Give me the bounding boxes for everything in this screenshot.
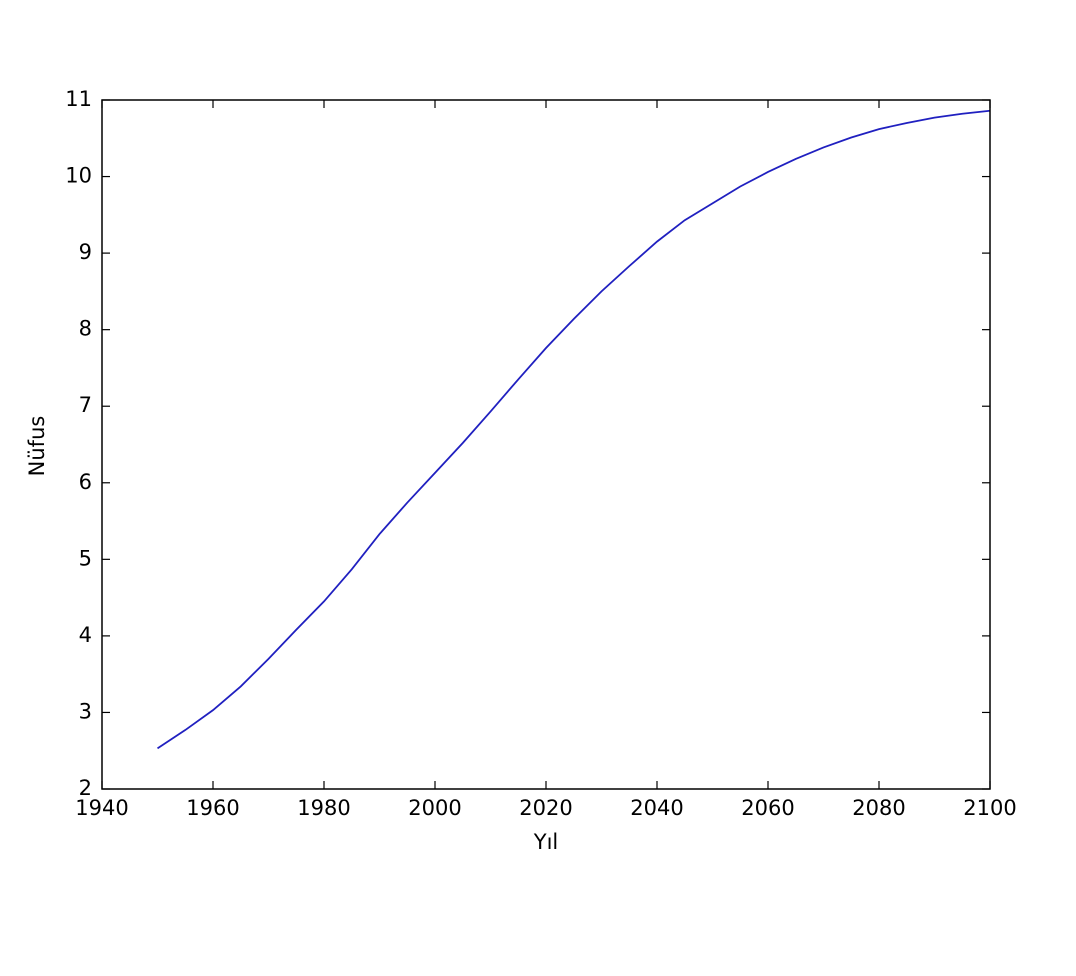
- y-tick-label: 7: [79, 393, 92, 417]
- x-tick-label: 2000: [408, 796, 461, 820]
- y-tick-label: 5: [79, 546, 92, 570]
- y-tick-label: 2: [79, 776, 92, 800]
- y-tick-label: 3: [79, 699, 92, 723]
- y-tick-label: 11: [65, 87, 92, 111]
- x-tick-label: 1980: [297, 796, 350, 820]
- y-tick-label: 8: [79, 317, 92, 341]
- x-tick-label: 1960: [186, 796, 239, 820]
- x-tick-label: 2020: [519, 796, 572, 820]
- x-tick-label: 2060: [741, 796, 794, 820]
- plot-frame: [101, 99, 991, 790]
- y-tick-label: 4: [79, 623, 92, 647]
- x-tick-label: 2100: [963, 796, 1016, 820]
- y-axis-label: Nüfus: [25, 416, 49, 477]
- y-tick-label: 6: [79, 470, 92, 494]
- x-tick-label: 2080: [852, 796, 905, 820]
- x-axis-label: Yıl: [533, 830, 559, 854]
- y-tick-label: 9: [79, 240, 92, 264]
- x-tick-label: 2040: [630, 796, 683, 820]
- y-tick-label: 10: [65, 164, 92, 188]
- x-tick-label: 1940: [75, 796, 128, 820]
- data-line: [157, 109, 991, 750]
